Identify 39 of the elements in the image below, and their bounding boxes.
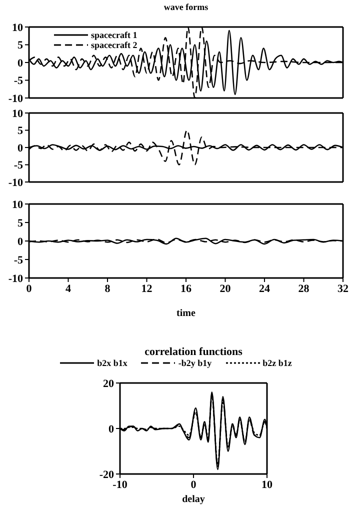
x-tick-label: 20 [220, 282, 232, 295]
y-tick-label: 0 [18, 142, 24, 154]
chart-title: correlation functions [144, 346, 244, 358]
legend-label: spacecraft 2 [91, 40, 138, 50]
x-axis-title: delay [182, 494, 205, 505]
y-tick-label: -10 [8, 272, 24, 285]
y-tick-label: 5 [18, 125, 24, 138]
x-tick-label: 0 [190, 478, 197, 491]
y-tick-label: 0 [18, 57, 24, 70]
chart-title: wave forms [162, 2, 210, 12]
y-tick-label: -20 [99, 468, 114, 481]
y-tick-label: 5 [18, 217, 24, 230]
y-tick-label: 0 [18, 236, 24, 248]
x-tick-label: 10 [262, 478, 273, 491]
x-tick-label: 4 [66, 282, 72, 295]
y-tick-label: -5 [14, 160, 24, 172]
x-tick-label: 0 [26, 282, 32, 295]
x-tick-label: 12 [141, 282, 153, 295]
y-tick-label: 5 [18, 40, 24, 52]
y-tick-label: 10 [12, 108, 24, 120]
x-tick-label: -10 [112, 478, 128, 491]
y-tick-label: -5 [14, 75, 24, 88]
y-tick-label: 20 [103, 378, 114, 390]
x-axis-title: time [176, 308, 196, 319]
legend-label: -b2y b1y [178, 358, 212, 368]
legend-label: spacecraft 1 [91, 30, 138, 40]
x-tick-label: 24 [259, 282, 270, 295]
legend-label: b2x b1x [97, 358, 128, 368]
legend-label: b2z b1z [262, 358, 292, 368]
x-tick-label: 16 [180, 282, 192, 295]
x-tick-label: 8 [104, 282, 111, 295]
y-tick-label: 10 [12, 22, 24, 34]
y-tick-label: -5 [14, 254, 24, 266]
y-tick-label: -10 [8, 176, 24, 189]
y-tick-label: -10 [8, 92, 24, 105]
x-tick-label: 32 [338, 282, 349, 295]
y-tick-label: 0 [108, 423, 114, 436]
y-tick-label: 10 [12, 198, 24, 211]
x-tick-label: 28 [298, 282, 310, 295]
